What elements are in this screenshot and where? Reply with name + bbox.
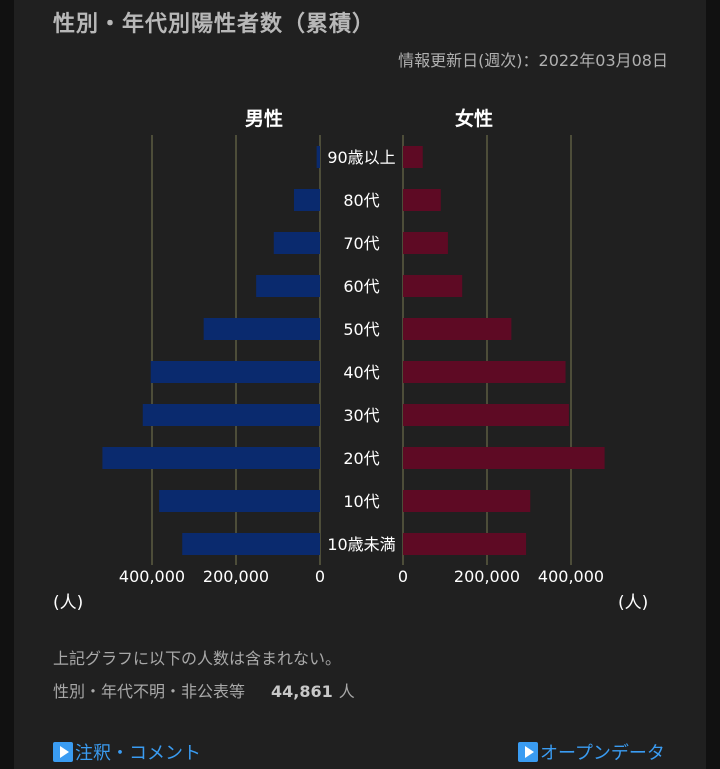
category-label: 10代 <box>343 492 379 511</box>
bar-male <box>203 318 320 340</box>
bar-male <box>150 361 320 383</box>
tick-label: 400,000 <box>538 567 604 586</box>
bar-female <box>403 533 527 555</box>
play-icon <box>518 742 538 762</box>
category-label: 10歳未満 <box>327 535 395 554</box>
bar-male <box>273 232 320 254</box>
bar-female <box>403 275 463 297</box>
bar-female <box>403 447 605 469</box>
bar-female <box>403 490 531 512</box>
male-label: 男性 <box>245 107 283 130</box>
bar-male <box>256 275 320 297</box>
bar-female <box>403 318 512 340</box>
unit-label-left: (人) <box>53 593 84 613</box>
tick-label: 0 <box>398 567 408 586</box>
unknown-count-row: 性別・年代不明・非公表等 44,861 人 <box>53 678 355 702</box>
unit-label-right: (人) <box>618 593 649 613</box>
bar-male <box>182 533 320 555</box>
unknown-unit: 人 <box>338 682 355 701</box>
bar-female <box>403 361 566 383</box>
category-label: 80代 <box>343 191 379 210</box>
population-pyramid-chart: 90歳以上 80代 70代 60代 50代 40代 30代 20代 10代 10歳未満 400,0… <box>102 107 605 586</box>
category-label: 20代 <box>343 449 379 468</box>
tick-label: 200,000 <box>203 567 269 586</box>
female-label: 女性 <box>455 107 493 130</box>
bar-female <box>403 404 569 426</box>
bar-male <box>293 189 320 211</box>
exclusion-note: 上記グラフに以下の人数は含まれない。 <box>53 649 342 668</box>
unknown-count: 44,861 <box>271 682 333 701</box>
tick-label: 400,000 <box>119 567 185 586</box>
bar-male <box>102 447 320 469</box>
chart-card <box>14 0 706 769</box>
tick-label: 200,000 <box>454 567 520 586</box>
notes-link[interactable]: 注釈・コメント <box>53 739 201 765</box>
opendata-link[interactable]: オープンデータ <box>518 739 665 765</box>
play-icon <box>53 742 73 762</box>
bar-female <box>403 189 441 211</box>
category-label: 30代 <box>343 406 379 425</box>
bar-male <box>142 404 320 426</box>
unknown-label: 性別・年代不明・非公表等 <box>53 682 246 701</box>
category-label: 90歳以上 <box>327 148 395 167</box>
category-label: 40代 <box>343 363 379 382</box>
category-label: 50代 <box>343 320 379 339</box>
bar-female <box>403 146 423 168</box>
opendata-link-label: オープンデータ <box>540 743 665 764</box>
bar-male <box>316 146 320 168</box>
page-title: 性別・年代別陽性者数（累積） <box>53 12 376 37</box>
bar-male <box>159 490 320 512</box>
bar-female <box>403 232 448 254</box>
category-label: 60代 <box>343 277 379 296</box>
update-date: 情報更新日(週次)：2022年03月08日 <box>398 51 668 70</box>
tick-label: 0 <box>315 567 325 586</box>
notes-link-label: 注釈・コメント <box>75 743 201 764</box>
category-label: 70代 <box>343 234 379 253</box>
